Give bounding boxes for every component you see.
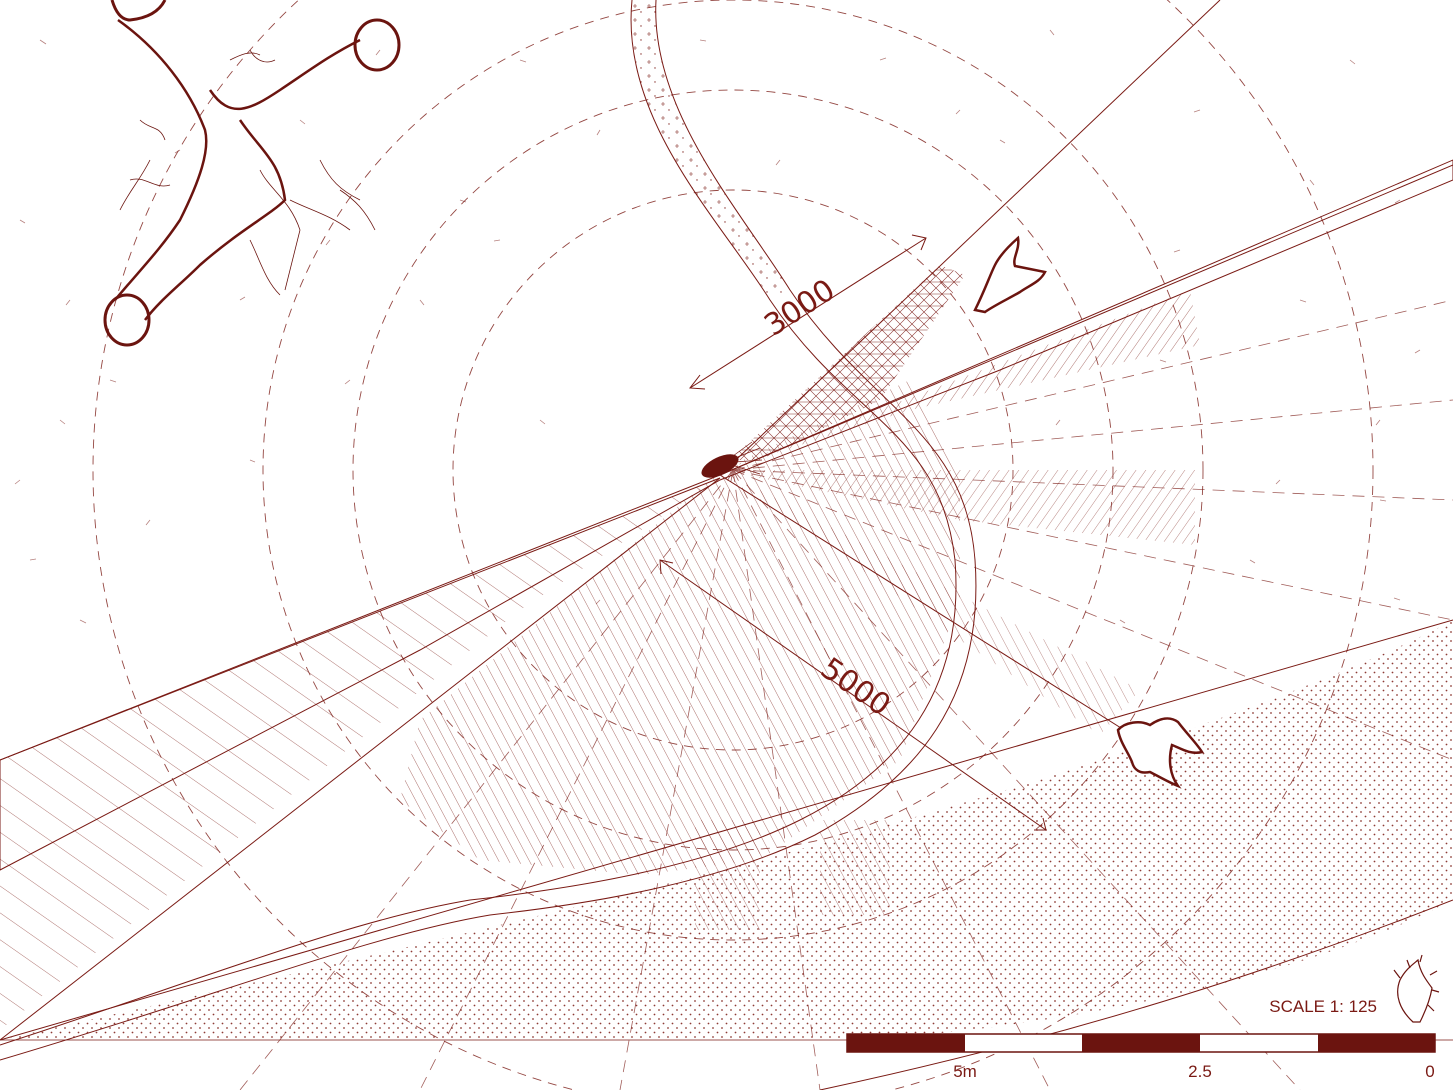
scale-tick-2-5: 2.5	[1188, 1062, 1212, 1081]
scale-label: SCALE 1: 125	[1269, 997, 1377, 1016]
scale-bar	[846, 1033, 1436, 1053]
person-icon	[1116, 717, 1204, 789]
scale-segment	[1318, 1034, 1435, 1052]
dimension-3000	[689, 234, 927, 390]
scale-segment	[1082, 1034, 1200, 1052]
scale-tick-5m: 5m	[953, 1062, 977, 1081]
view-cone-hatch	[400, 380, 960, 875]
dotted-field	[0, 620, 1453, 1040]
cross-hatched-band	[730, 265, 965, 460]
scale-tick-0: 0	[1425, 1062, 1434, 1081]
dimension-5000	[659, 559, 1047, 831]
guide-lines	[0, 0, 1453, 1041]
ground-texture	[14, 29, 1421, 624]
scale-segment	[847, 1034, 965, 1052]
viewpoint-icon	[701, 441, 763, 478]
north-arrow-icon	[1393, 954, 1440, 1023]
tree-icon	[103, 0, 401, 347]
person-icon	[973, 235, 1047, 314]
